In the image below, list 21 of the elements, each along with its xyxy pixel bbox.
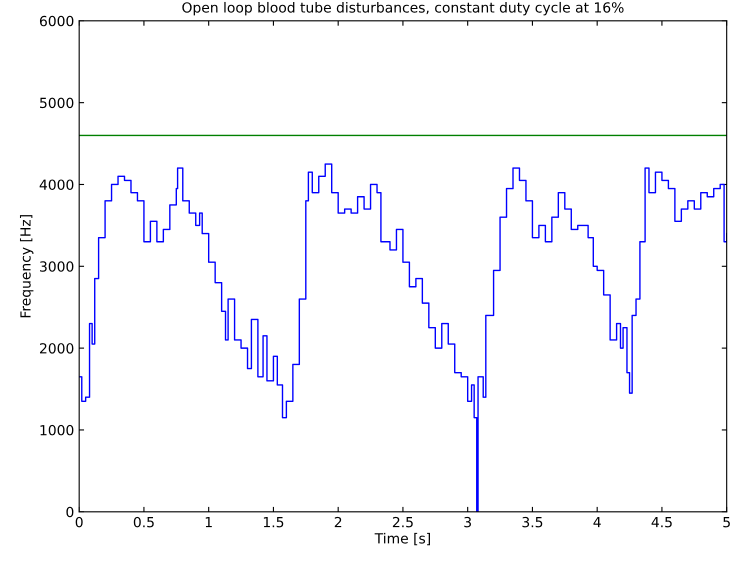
x-tick-label: 3 — [464, 516, 471, 528]
y-axis-title: Frequency [Hz] — [20, 215, 34, 318]
x-tick-label: 3.5 — [522, 516, 542, 528]
y-tick-label: 2000 — [40, 343, 74, 354]
x-axis-title: Time [s] — [374, 532, 430, 546]
x-tick-label: 0.5 — [134, 516, 154, 528]
y-tick-label: 1000 — [40, 424, 74, 436]
x-tick-label: 4.5 — [652, 517, 672, 528]
x-tick-label: 0 — [76, 516, 83, 528]
x-tick-label: 2.5 — [392, 516, 413, 528]
x-tick-label: 4 — [593, 517, 601, 528]
y-tick-label: 3000 — [40, 261, 74, 272]
y-tick-label: 4000 — [40, 179, 74, 190]
x-tick-label: 2 — [334, 516, 342, 528]
x-tick-label: 1 — [206, 517, 212, 528]
x-tick-label: 5 — [723, 517, 730, 528]
y-tick-label: 0 — [66, 506, 74, 518]
chart-title: Open loop blood tube disturbances, constant duty cycle at 16% — [182, 2, 624, 16]
x-tick-label: 1.5 — [264, 517, 284, 528]
y-tick-label: 6000 — [40, 16, 74, 26]
y-tick-label: 5000 — [40, 98, 74, 108]
